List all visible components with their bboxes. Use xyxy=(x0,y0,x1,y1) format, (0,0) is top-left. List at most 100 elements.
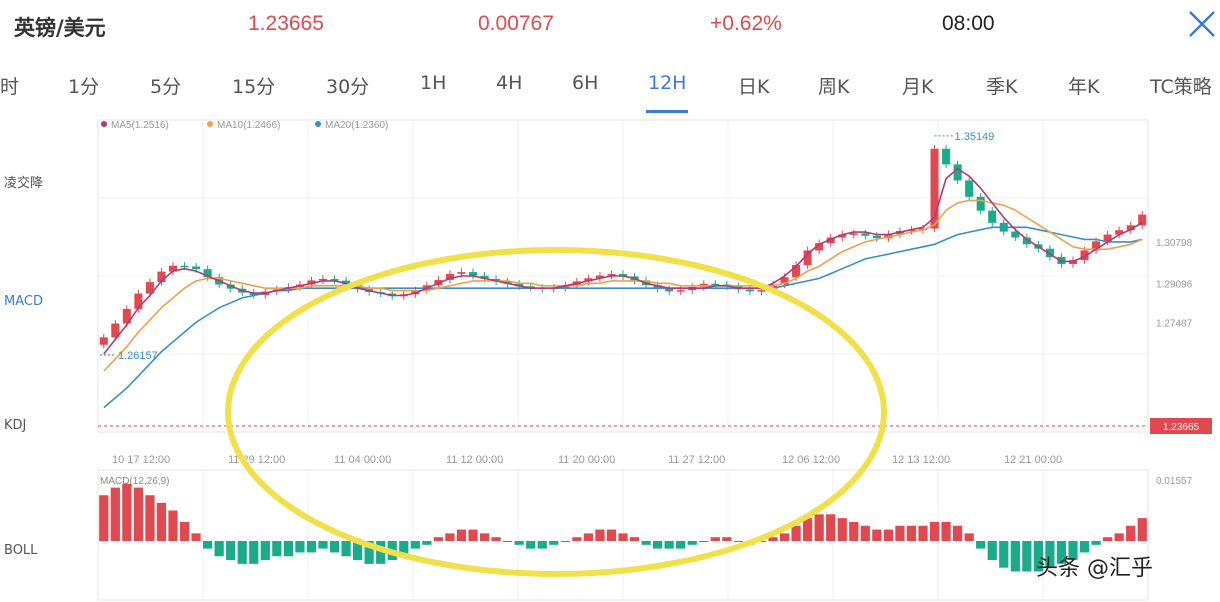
tab-13[interactable]: 年K xyxy=(1068,76,1100,98)
high-annotation: 1.35149 xyxy=(955,131,995,143)
tab-14[interactable]: TC策略 xyxy=(1150,76,1212,98)
tab-2[interactable]: 5分 xyxy=(150,76,182,98)
macd-bar xyxy=(503,541,513,542)
macd-bar xyxy=(964,533,974,541)
tab-3[interactable]: 15分 xyxy=(232,76,276,98)
macd-bar xyxy=(676,541,686,549)
macd-bar xyxy=(1126,525,1136,541)
tab-1[interactable]: 1分 xyxy=(68,76,100,98)
macd-bar xyxy=(560,541,570,542)
side-label-boll[interactable]: BOLL xyxy=(4,543,38,558)
currency-pair-title: 英镑/美元 xyxy=(14,16,106,40)
macd-bar xyxy=(906,525,917,541)
candle-body xyxy=(815,243,824,251)
macd-bar xyxy=(849,521,859,541)
macd-bar xyxy=(664,541,674,549)
candle-body xyxy=(411,290,420,295)
candle-body xyxy=(1080,250,1089,261)
candle-body xyxy=(1126,225,1135,231)
macd-bar xyxy=(272,541,282,557)
macd-bar xyxy=(1114,533,1124,541)
quote-header: 英镑/美元 1.23665 0.00767 +0.62% 08:00 xyxy=(0,0,1220,50)
candle-body xyxy=(745,289,754,292)
candle-body xyxy=(780,277,789,285)
legend-dot xyxy=(101,121,107,127)
tab-9[interactable]: 日K xyxy=(738,76,770,98)
candle-body xyxy=(192,266,201,270)
macd-bar xyxy=(249,541,259,564)
timeframe-tabs: 时 1分 5分 15分 30分 1H 4H 6H 12H 日K 周K 月K 季K 年K TC策略 xyxy=(0,66,1220,113)
macd-bar xyxy=(1079,541,1090,553)
macd-bar xyxy=(156,502,167,541)
candle-body xyxy=(122,308,131,324)
macd-bar xyxy=(145,495,155,541)
candle-body xyxy=(457,272,466,274)
price-change: 0.00767 xyxy=(478,12,554,35)
candle-body xyxy=(330,278,339,281)
macd-bar xyxy=(237,541,247,564)
candle-body xyxy=(1103,234,1112,242)
macd-bar xyxy=(514,541,524,545)
macd-bar xyxy=(364,541,374,564)
macd-bar xyxy=(837,518,847,541)
macd-bar xyxy=(1033,541,1043,572)
y-tick-label: 1.27487 xyxy=(1156,319,1193,330)
tab-6[interactable]: 4H xyxy=(496,72,523,94)
side-label-kdj[interactable]: KDJ xyxy=(4,418,27,433)
candle-body xyxy=(988,210,997,223)
macd-bar xyxy=(214,541,224,557)
candle-body xyxy=(676,290,685,292)
candle-body xyxy=(953,164,962,181)
macd-bar xyxy=(583,533,593,541)
candle-body xyxy=(942,148,951,165)
candle-body xyxy=(307,280,316,285)
macd-bar xyxy=(283,541,293,557)
macd-label: MACD(12,26,9) xyxy=(100,476,169,487)
candle-body xyxy=(1045,248,1054,257)
candle-body xyxy=(965,180,974,197)
macd-bar xyxy=(456,529,467,541)
macd-bar xyxy=(1091,541,1101,545)
macd-bar xyxy=(526,541,536,549)
macd-bar xyxy=(329,541,340,553)
macd-bar xyxy=(260,541,270,561)
tab-4[interactable]: 30分 xyxy=(326,76,370,98)
candle-body xyxy=(607,274,616,276)
candle-body xyxy=(180,265,189,268)
macd-bar xyxy=(860,525,870,541)
tab-11[interactable]: 月K xyxy=(902,76,934,98)
candle-body xyxy=(653,285,662,289)
close-icon[interactable] xyxy=(1186,8,1218,40)
macd-bar xyxy=(203,541,213,549)
macd-bar xyxy=(1022,541,1032,572)
candle-body xyxy=(134,293,143,309)
macd-bar xyxy=(226,541,236,561)
tab-0[interactable]: 时 xyxy=(0,76,20,98)
active-tab-indicator xyxy=(646,110,688,113)
macd-bar xyxy=(1103,537,1113,541)
x-tick-label: 11 27 12:00 xyxy=(668,454,725,466)
macd-bar xyxy=(110,487,120,541)
low-annotation: 1.26157 xyxy=(118,350,158,362)
x-tick-label: 11 04 00:00 xyxy=(334,454,391,466)
macd-bar xyxy=(306,541,317,553)
candle-body xyxy=(318,278,328,281)
tab-5[interactable]: 1H xyxy=(420,72,447,94)
tab-8[interactable]: 12H xyxy=(648,72,687,94)
tab-7[interactable]: 6H xyxy=(572,72,599,94)
side-label-macd[interactable]: MACD xyxy=(4,294,43,309)
price-chart[interactable]: MA5(1.2516) MA10(1.2466) MA20(1.2360) 1.351… xyxy=(0,112,1220,602)
macd-bar xyxy=(549,541,559,545)
candle-body xyxy=(526,286,535,288)
candle-body xyxy=(99,337,108,345)
macd-bar xyxy=(976,541,986,549)
candle-body xyxy=(861,233,870,236)
macd-bar xyxy=(629,537,640,541)
tab-10[interactable]: 周K xyxy=(818,76,850,98)
current-price-tag xyxy=(1150,418,1212,434)
tab-12[interactable]: 季K xyxy=(986,76,1018,98)
candle-body xyxy=(145,282,154,294)
candle-body xyxy=(872,235,881,239)
side-label-indicator[interactable]: 凌交降 xyxy=(4,176,44,191)
ma10-line xyxy=(103,199,1143,372)
